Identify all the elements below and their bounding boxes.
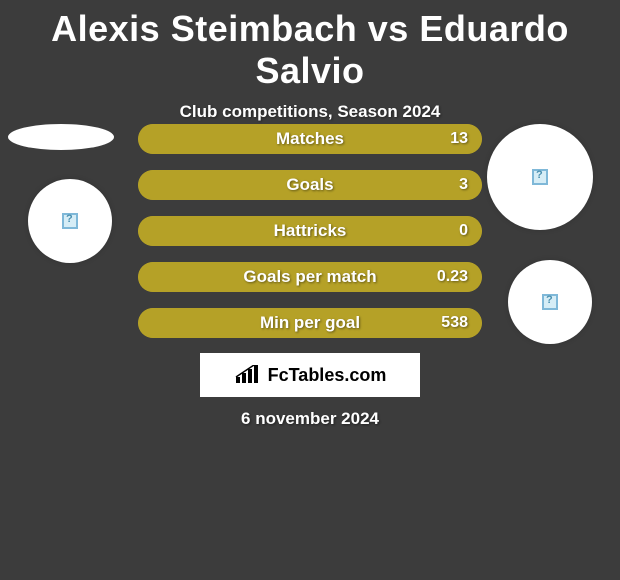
- stat-row: Matches13: [138, 124, 482, 154]
- stat-value: 538: [441, 314, 468, 332]
- barchart-icon: [234, 365, 262, 385]
- avatar: [508, 260, 592, 344]
- vs-label: vs: [368, 8, 409, 49]
- stat-label: Goals per match: [138, 267, 482, 287]
- footer-date: 6 november 2024: [0, 409, 620, 429]
- subtitle: Club competitions, Season 2024: [0, 102, 620, 122]
- brand-text: FcTables.com: [268, 365, 387, 386]
- stat-label: Hattricks: [138, 221, 482, 241]
- placeholder-icon: [532, 169, 548, 185]
- infographic-root: Alexis Steimbach vs Eduardo Salvio Club …: [0, 0, 620, 580]
- placeholder-icon: [62, 213, 78, 229]
- stat-row: Min per goal538: [138, 308, 482, 338]
- stat-label: Goals: [138, 175, 482, 195]
- avatar: [28, 179, 112, 263]
- placeholder-icon: [542, 294, 558, 310]
- stat-row: Hattricks0: [138, 216, 482, 246]
- avatar: [487, 124, 593, 230]
- avatar: [8, 124, 114, 150]
- stat-value: 0: [459, 222, 468, 240]
- stat-value: 3: [459, 176, 468, 194]
- stat-row: Goals per match0.23: [138, 262, 482, 292]
- stat-label: Matches: [138, 129, 482, 149]
- page-title: Alexis Steimbach vs Eduardo Salvio: [0, 0, 620, 92]
- stat-value: 13: [450, 130, 468, 148]
- brand-box: FcTables.com: [200, 353, 420, 397]
- stat-value: 0.23: [437, 268, 468, 286]
- stat-label: Min per goal: [138, 313, 482, 333]
- stat-row: Goals3: [138, 170, 482, 200]
- player1-name: Alexis Steimbach: [51, 8, 357, 49]
- stats-bars: Matches13 Goals3 Hattricks0 Goals per match…: [138, 124, 482, 354]
